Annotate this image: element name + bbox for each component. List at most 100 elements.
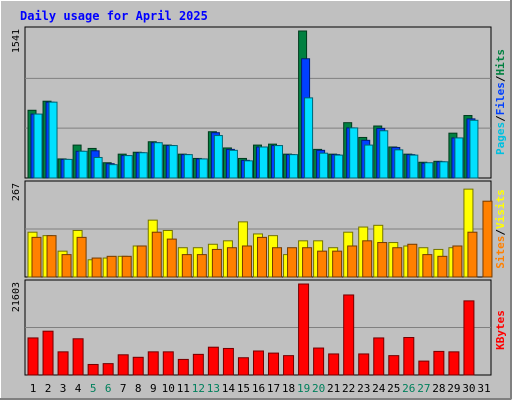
bar-kbytes-day-25 xyxy=(388,355,400,376)
x-tick-label: 28 xyxy=(432,382,445,395)
x-tick-label: 20 xyxy=(312,382,325,395)
bar-kbytes-day-20 xyxy=(313,347,325,376)
x-tick-label: 4 xyxy=(75,382,82,395)
bar-sites-day-22 xyxy=(347,245,358,278)
legend-entry: / xyxy=(494,229,507,236)
bar-kbytes-day-2 xyxy=(42,330,54,376)
bar-kbytes-day-30 xyxy=(463,300,475,376)
bar-sites-day-18 xyxy=(287,247,298,278)
x-tick-label: 21 xyxy=(327,382,340,395)
bar-pages-day-17 xyxy=(274,145,284,179)
bar-sites-day-23 xyxy=(362,240,373,278)
legend-entry: Sites xyxy=(494,236,507,269)
bar-sites-day-14 xyxy=(226,247,237,278)
y-max-label: 267 xyxy=(11,183,22,201)
x-tick-label: 1 xyxy=(30,382,37,395)
x-tick-label: 22 xyxy=(342,382,355,395)
y-max-label: 1541 xyxy=(11,29,22,53)
legend-entry: KBytes xyxy=(494,310,507,350)
bar-pages-day-4 xyxy=(78,150,88,179)
x-tick-label: 17 xyxy=(267,382,280,395)
bar-sites-day-9 xyxy=(151,231,162,278)
bar-pages-day-8 xyxy=(138,152,148,179)
legend-bottom: KBytes xyxy=(494,310,507,350)
bar-pages-day-28 xyxy=(439,161,449,179)
bar-sites-day-5 xyxy=(91,257,102,278)
x-tick-label: 19 xyxy=(297,382,310,395)
bar-sites-day-16 xyxy=(256,236,267,278)
bar-sites-day-17 xyxy=(272,247,283,278)
bar-kbytes-day-8 xyxy=(132,356,144,376)
x-tick-label: 5 xyxy=(90,382,97,395)
x-tick-label: 24 xyxy=(372,382,386,395)
bar-kbytes-day-18 xyxy=(283,355,295,376)
legend-entry: Pages xyxy=(494,122,507,155)
bar-sites-day-15 xyxy=(241,245,252,278)
bar-pages-day-18 xyxy=(289,154,299,179)
bar-pages-day-9 xyxy=(153,142,163,179)
x-tick-label: 15 xyxy=(237,382,250,395)
bar-kbytes-day-21 xyxy=(328,353,340,376)
bar-pages-day-23 xyxy=(364,144,374,179)
bar-pages-day-14 xyxy=(228,149,238,179)
bar-sites-day-10 xyxy=(166,238,177,278)
bar-pages-day-19 xyxy=(304,97,314,179)
bar-pages-day-1 xyxy=(33,113,43,179)
bar-pages-day-29 xyxy=(454,137,464,179)
bar-kbytes-day-9 xyxy=(147,351,159,376)
legend-entry: Hits xyxy=(494,49,507,76)
x-tick-label: 23 xyxy=(357,382,370,395)
bar-pages-day-2 xyxy=(48,101,58,179)
bar-sites-day-3 xyxy=(61,254,72,278)
bar-kbytes-day-16 xyxy=(252,350,264,376)
bar-kbytes-day-26 xyxy=(403,337,415,376)
legend-middle: Sites/Visits xyxy=(494,189,507,269)
bar-sites-day-19 xyxy=(302,247,313,278)
bar-pages-day-16 xyxy=(258,146,268,179)
bar-pages-day-5 xyxy=(93,156,103,179)
bar-sites-day-24 xyxy=(377,242,388,278)
bar-sites-day-31 xyxy=(482,200,493,278)
bar-kbytes-day-17 xyxy=(268,352,280,376)
bar-kbytes-day-19 xyxy=(298,283,310,376)
bar-sites-day-29 xyxy=(452,245,463,278)
x-tick-label: 29 xyxy=(447,382,460,395)
x-tick-label: 2 xyxy=(45,382,52,395)
bar-pages-day-3 xyxy=(63,158,73,179)
x-tick-label: 25 xyxy=(387,382,400,395)
bar-sites-day-26 xyxy=(407,243,418,278)
x-tick-label: 27 xyxy=(417,382,430,395)
bar-pages-day-21 xyxy=(334,154,344,179)
bar-kbytes-day-5 xyxy=(87,363,99,376)
bar-pages-day-22 xyxy=(349,127,359,179)
x-tick-label: 11 xyxy=(177,382,190,395)
x-tick-label: 26 xyxy=(402,382,415,395)
bar-kbytes-day-14 xyxy=(222,347,234,376)
x-tick-label: 10 xyxy=(162,382,175,395)
x-tick-label: 16 xyxy=(252,382,265,395)
bar-kbytes-day-27 xyxy=(418,360,430,376)
x-tick-label: 13 xyxy=(207,382,220,395)
x-tick-label: 7 xyxy=(120,382,127,395)
x-tick-label: 18 xyxy=(282,382,295,395)
x-tick-label: 9 xyxy=(150,382,157,395)
bar-pages-day-7 xyxy=(123,155,133,179)
bar-kbytes-day-6 xyxy=(102,363,114,376)
x-tick-label: 30 xyxy=(462,382,475,395)
x-tick-label: 12 xyxy=(192,382,205,395)
bar-sites-day-11 xyxy=(181,254,192,278)
bar-pages-day-6 xyxy=(108,164,118,179)
bar-kbytes-day-3 xyxy=(57,351,69,376)
legend-entry: / xyxy=(494,75,507,82)
x-tick-label: 3 xyxy=(60,382,67,395)
bar-sites-day-4 xyxy=(76,236,87,278)
chart-title: Daily usage for April 2025 xyxy=(20,9,208,23)
bar-sites-day-25 xyxy=(392,247,403,278)
bar-pages-day-24 xyxy=(379,130,389,179)
bar-pages-day-26 xyxy=(409,154,419,179)
bar-pages-day-27 xyxy=(424,162,434,179)
bar-sites-day-7 xyxy=(121,255,132,278)
bar-sites-day-8 xyxy=(136,245,147,278)
